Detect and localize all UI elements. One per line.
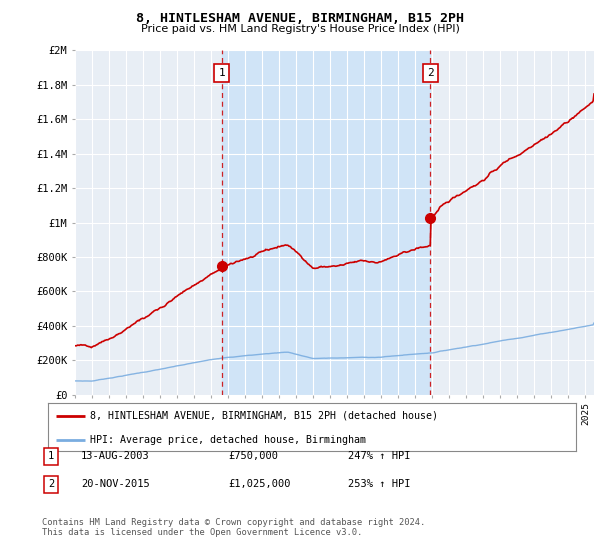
- Text: 8, HINTLESHAM AVENUE, BIRMINGHAM, B15 2PH: 8, HINTLESHAM AVENUE, BIRMINGHAM, B15 2P…: [136, 12, 464, 25]
- Text: 253% ↑ HPI: 253% ↑ HPI: [348, 479, 410, 489]
- Text: 20-NOV-2015: 20-NOV-2015: [81, 479, 150, 489]
- Text: £750,000: £750,000: [228, 451, 278, 461]
- Text: 8, HINTLESHAM AVENUE, BIRMINGHAM, B15 2PH (detached house): 8, HINTLESHAM AVENUE, BIRMINGHAM, B15 2P…: [90, 410, 438, 421]
- Text: £1,025,000: £1,025,000: [228, 479, 290, 489]
- Text: 13-AUG-2003: 13-AUG-2003: [81, 451, 150, 461]
- Text: 247% ↑ HPI: 247% ↑ HPI: [348, 451, 410, 461]
- Text: 2: 2: [427, 68, 434, 78]
- Text: 1: 1: [48, 451, 54, 461]
- Text: Price paid vs. HM Land Registry's House Price Index (HPI): Price paid vs. HM Land Registry's House …: [140, 24, 460, 34]
- Bar: [221, 50, 430, 395]
- Text: 1: 1: [218, 68, 225, 78]
- Text: Contains HM Land Registry data © Crown copyright and database right 2024.
This d: Contains HM Land Registry data © Crown c…: [42, 518, 425, 538]
- Text: HPI: Average price, detached house, Birmingham: HPI: Average price, detached house, Birm…: [90, 435, 366, 445]
- Text: 2: 2: [48, 479, 54, 489]
